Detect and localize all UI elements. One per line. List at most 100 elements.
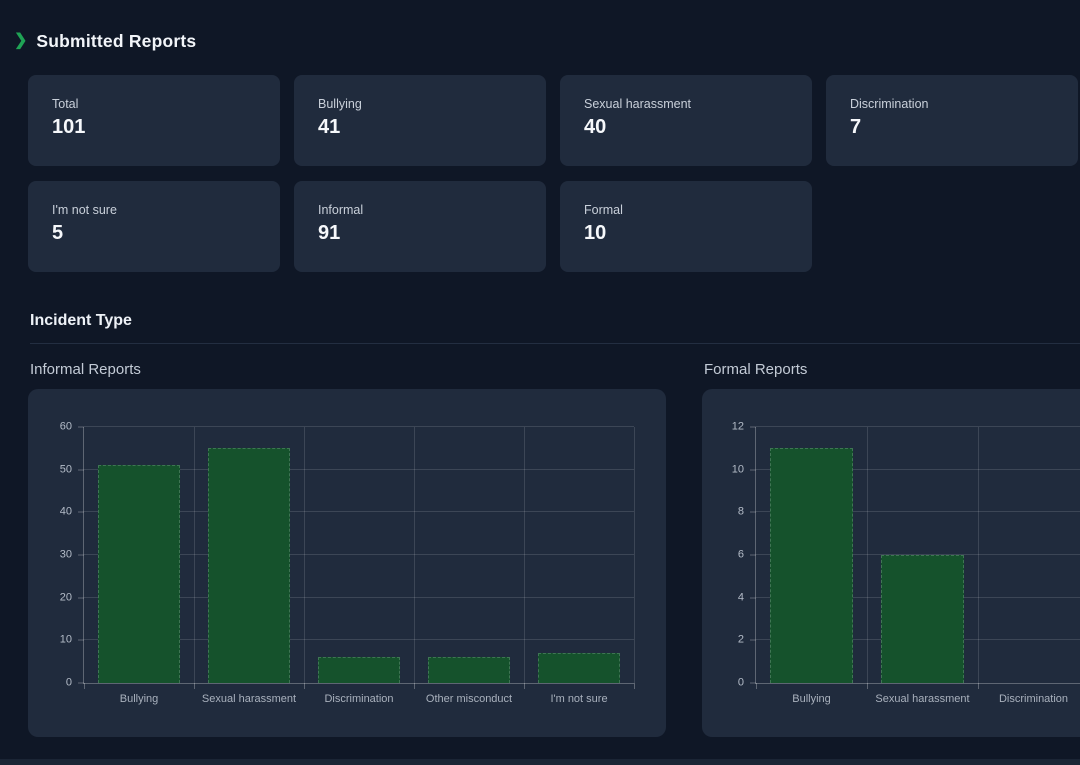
plot-area: 0 2 4 6 8 10 12 Bullying Sexual harassment Discri… [732,421,1080,705]
y-axis-label: 2 [737,633,744,646]
bar[interactable] [208,448,290,683]
x-axis-tick [867,683,868,689]
stat-value: 41 [318,116,341,138]
x-axis-tick [978,683,979,689]
stat-label: Total [52,97,79,111]
plot-area: 0 10 20 30 40 50 60 Bullying Sexual harassment Di… [60,421,635,705]
y-axis-label: 12 [731,420,744,433]
stats-card-grid: Total 101 Bullying 41 Sexual harassment … [28,75,1080,272]
y-axis-label: 30 [59,548,72,561]
y-axis-tick [750,469,756,471]
y-axis-tick [750,511,756,513]
incident-type-section-title: Incident Type [30,312,1080,344]
x-axis-tick [194,683,195,689]
stat-value: 40 [584,116,607,138]
y-axis-label: 0 [65,676,72,689]
y-axis-label: 40 [59,505,72,518]
y-axis-tick [78,469,84,471]
x-axis-label: Discrimination [324,693,394,705]
gridline-horizontal [84,511,634,513]
submitted-reports-header: ❯ Submitted Reports [0,0,1080,52]
stat-label: Sexual harassment [584,97,692,111]
next-section-edge [0,759,1080,765]
gridline-horizontal [84,554,634,555]
y-axis-tick [750,639,756,641]
y-axis-label: 20 [59,591,72,604]
formal-reports-chart-block: Formal Reports 0 2 4 6 8 10 12 Bullying Sexual h… [702,344,1080,737]
x-axis-tick [524,683,525,689]
bar[interactable] [428,657,510,683]
stat-value: 91 [318,222,341,244]
bar[interactable] [318,657,400,683]
gridline-vertical [194,427,195,683]
stat-label: Formal [584,203,623,217]
formal-reports-bar-chart[interactable]: 0 2 4 6 8 10 12 Bullying Sexual harassment Discri… [702,389,1080,737]
page-title: Submitted Reports [36,31,197,51]
gridline-vertical [414,427,415,683]
x-axis-label: I'm not sure [550,693,608,705]
bar[interactable] [770,448,853,683]
bar[interactable] [538,653,620,683]
gridline-vertical [634,427,635,683]
informal-reports-bar-chart[interactable]: 0 10 20 30 40 50 60 Bullying Sexual harassment Di… [28,389,666,737]
y-axis-tick [750,597,756,599]
gridline-horizontal [84,426,634,427]
stat-value: 5 [52,222,64,244]
stat-label: I'm not sure [52,203,117,217]
x-axis-tick [84,683,85,689]
stat-card-sexual-harassment: Sexual harassment 40 [560,75,812,166]
gridline-horizontal [84,639,634,641]
bar[interactable] [98,465,180,683]
y-axis-tick [78,682,84,684]
y-axis-label: 8 [737,505,744,518]
x-axis-label: Bullying [119,693,159,705]
gridline-vertical [524,427,525,683]
y-axis-label: 50 [59,463,72,476]
stat-label: Informal [318,203,364,217]
y-axis-label: 10 [59,633,72,646]
x-axis-label: Other misconduct [425,693,513,705]
gridline-horizontal [756,468,1080,470]
stat-value: 10 [584,222,607,244]
gridline-horizontal [756,554,1080,555]
stat-card-im-not-sure: I'm not sure 5 [28,181,280,272]
y-axis-tick [78,639,84,641]
y-axis-tick [750,426,756,428]
x-axis-tick [414,683,415,689]
charts-row: Informal Reports 0 10 20 30 40 50 60 Bullying Se… [28,344,1080,737]
y-axis-label: 0 [737,676,744,689]
informal-reports-chart-block: Informal Reports 0 10 20 30 40 50 60 Bullying Se… [28,344,666,737]
gridline-horizontal [756,426,1080,427]
y-axis-tick [78,426,84,428]
chart-title-informal: Informal Reports [30,361,141,378]
stat-value: 101 [52,116,86,138]
stat-label: Discrimination [850,97,929,111]
stat-card-total: Total 101 [28,75,280,166]
x-axis-label: Bullying [792,693,831,705]
chevron-right-icon[interactable]: ❯ [14,31,28,49]
chart-title-formal: Formal Reports [704,361,808,378]
y-axis-tick [78,597,84,599]
gridline-horizontal [756,511,1080,513]
x-axis-tick [634,683,635,689]
x-axis-label: Sexual harassment [875,693,970,705]
stat-label: Bullying [318,97,362,111]
gridline-vertical [867,427,868,683]
stat-card-discrimination: Discrimination 7 [826,75,1078,166]
gridline-vertical [304,427,305,683]
stat-card-informal: Informal 91 [294,181,546,272]
gridline-horizontal [84,468,634,470]
x-axis-tick [304,683,305,689]
stat-card-bullying: Bullying 41 [294,75,546,166]
y-axis-tick [750,554,756,556]
y-axis-tick [78,554,84,556]
y-axis-tick [750,682,756,684]
gridline-vertical [978,427,979,683]
bar[interactable] [881,555,964,683]
y-axis-tick [78,511,84,513]
y-axis-label: 4 [737,591,744,604]
x-axis-label: Sexual harassment [201,693,297,705]
x-axis-tick [756,683,757,689]
y-axis-label: 60 [59,420,72,433]
stat-value: 7 [850,116,862,138]
